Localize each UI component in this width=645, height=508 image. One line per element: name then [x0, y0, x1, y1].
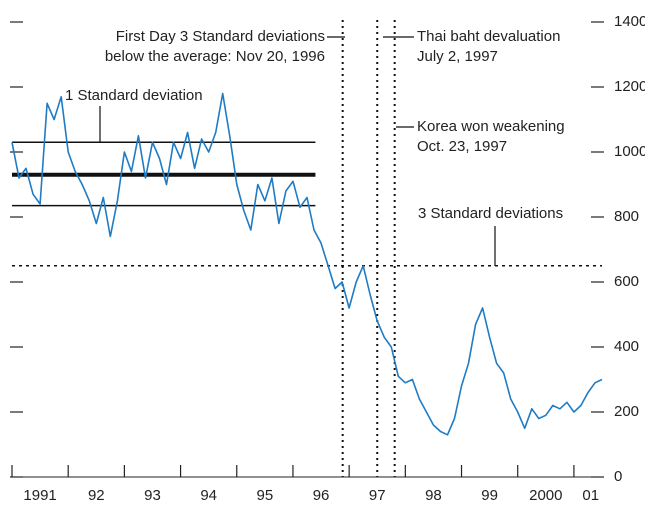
annotation: July 2, 1997 [417, 48, 498, 65]
x-tick-label: 97 [369, 487, 386, 504]
y-tick-label: 0 [614, 468, 622, 485]
annotation: Oct. 23, 1997 [417, 138, 507, 155]
y-tick-label: 1200 [614, 78, 645, 95]
x-tick-label: 01 [582, 487, 599, 504]
series-line [11, 92, 603, 436]
x-tick-label: 93 [144, 487, 161, 504]
y-tick-label: 600 [614, 273, 639, 290]
y-tick-label: 1400 [614, 13, 645, 30]
y-tick-label: 200 [614, 403, 639, 420]
x-tick-label: 98 [425, 487, 442, 504]
x-tick-label: 95 [257, 487, 274, 504]
annotation: Korea won weakening [417, 118, 565, 135]
annotation: 3 Standard deviations [418, 205, 563, 222]
x-tick-label: 94 [200, 487, 217, 504]
x-tick-label: 99 [481, 487, 498, 504]
y-tick-label: 400 [614, 338, 639, 355]
annotation: below the average: Nov 20, 1996 [105, 48, 325, 65]
annotation: 1 Standard deviation [65, 87, 203, 104]
y-tick-label: 1000 [614, 143, 645, 160]
x-tick-label: 1991 [23, 487, 56, 504]
annotation: First Day 3 Standard deviations [116, 28, 325, 45]
x-tick-label: 2000 [529, 487, 562, 504]
annotation: Thai baht devaluation [417, 28, 560, 45]
x-tick-label: 96 [313, 487, 330, 504]
y-tick-label: 800 [614, 208, 639, 225]
x-tick-label: 92 [88, 487, 105, 504]
